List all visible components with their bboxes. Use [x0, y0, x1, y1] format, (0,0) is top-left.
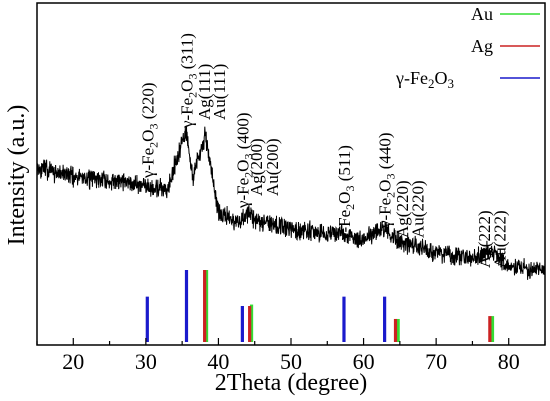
peak-label-8: γ-Fe2O3 (440) [376, 132, 398, 229]
peak-label-3: Au(111) [210, 64, 229, 120]
x-tick-label-30: 30 [135, 349, 157, 374]
xrd-curve [36, 125, 546, 280]
peak-label-4: γ-Fe2O3 (400) [233, 112, 255, 209]
x-tick-label-20: 20 [62, 349, 84, 374]
legend-label-ag: Ag [471, 36, 493, 56]
peak-annotations: γ-Fe2O3 (220) γ-Fe2O3 (311)Ag(111)Au(111)… [138, 33, 509, 268]
x-tick-label-60: 60 [353, 349, 375, 374]
peak-label-6: Au(200) [263, 138, 282, 196]
x-tick-label-50: 50 [280, 349, 302, 374]
peak-label-11: Ag(222) [475, 210, 494, 268]
legend-label-au: Au [471, 4, 493, 24]
peak-label-2: Ag(111) [195, 64, 214, 120]
y-axis-title: Intensity (a.u.) [4, 105, 30, 246]
peak-label-5: Ag(200) [247, 138, 266, 196]
x-tick-label-40: 40 [207, 349, 229, 374]
x-tick-label-80: 80 [498, 349, 520, 374]
legend: Au Ag γ-Fe2O3 [395, 4, 540, 91]
peak-label-9: Ag(220) [393, 180, 412, 238]
reference-bars [145, 270, 495, 342]
series-curve-group [36, 125, 546, 280]
peak-label-10: Au(220) [408, 180, 427, 238]
peak-label-7: γ-Fe2O3 (511) [335, 145, 357, 241]
x-axis-title: 2Theta (degree) [215, 370, 368, 396]
axes: 20 30 40 50 60 70 80 [36, 2, 546, 374]
legend-label-fe2o3: γ-Fe2O3 [395, 68, 454, 91]
peak-label-0: γ-Fe2O3 (220) [138, 82, 160, 179]
x-tick-label-70: 70 [425, 349, 447, 374]
peak-label-12: Au(222) [490, 210, 509, 268]
peak-label-1: γ-Fe2O3 (311) [178, 33, 200, 129]
